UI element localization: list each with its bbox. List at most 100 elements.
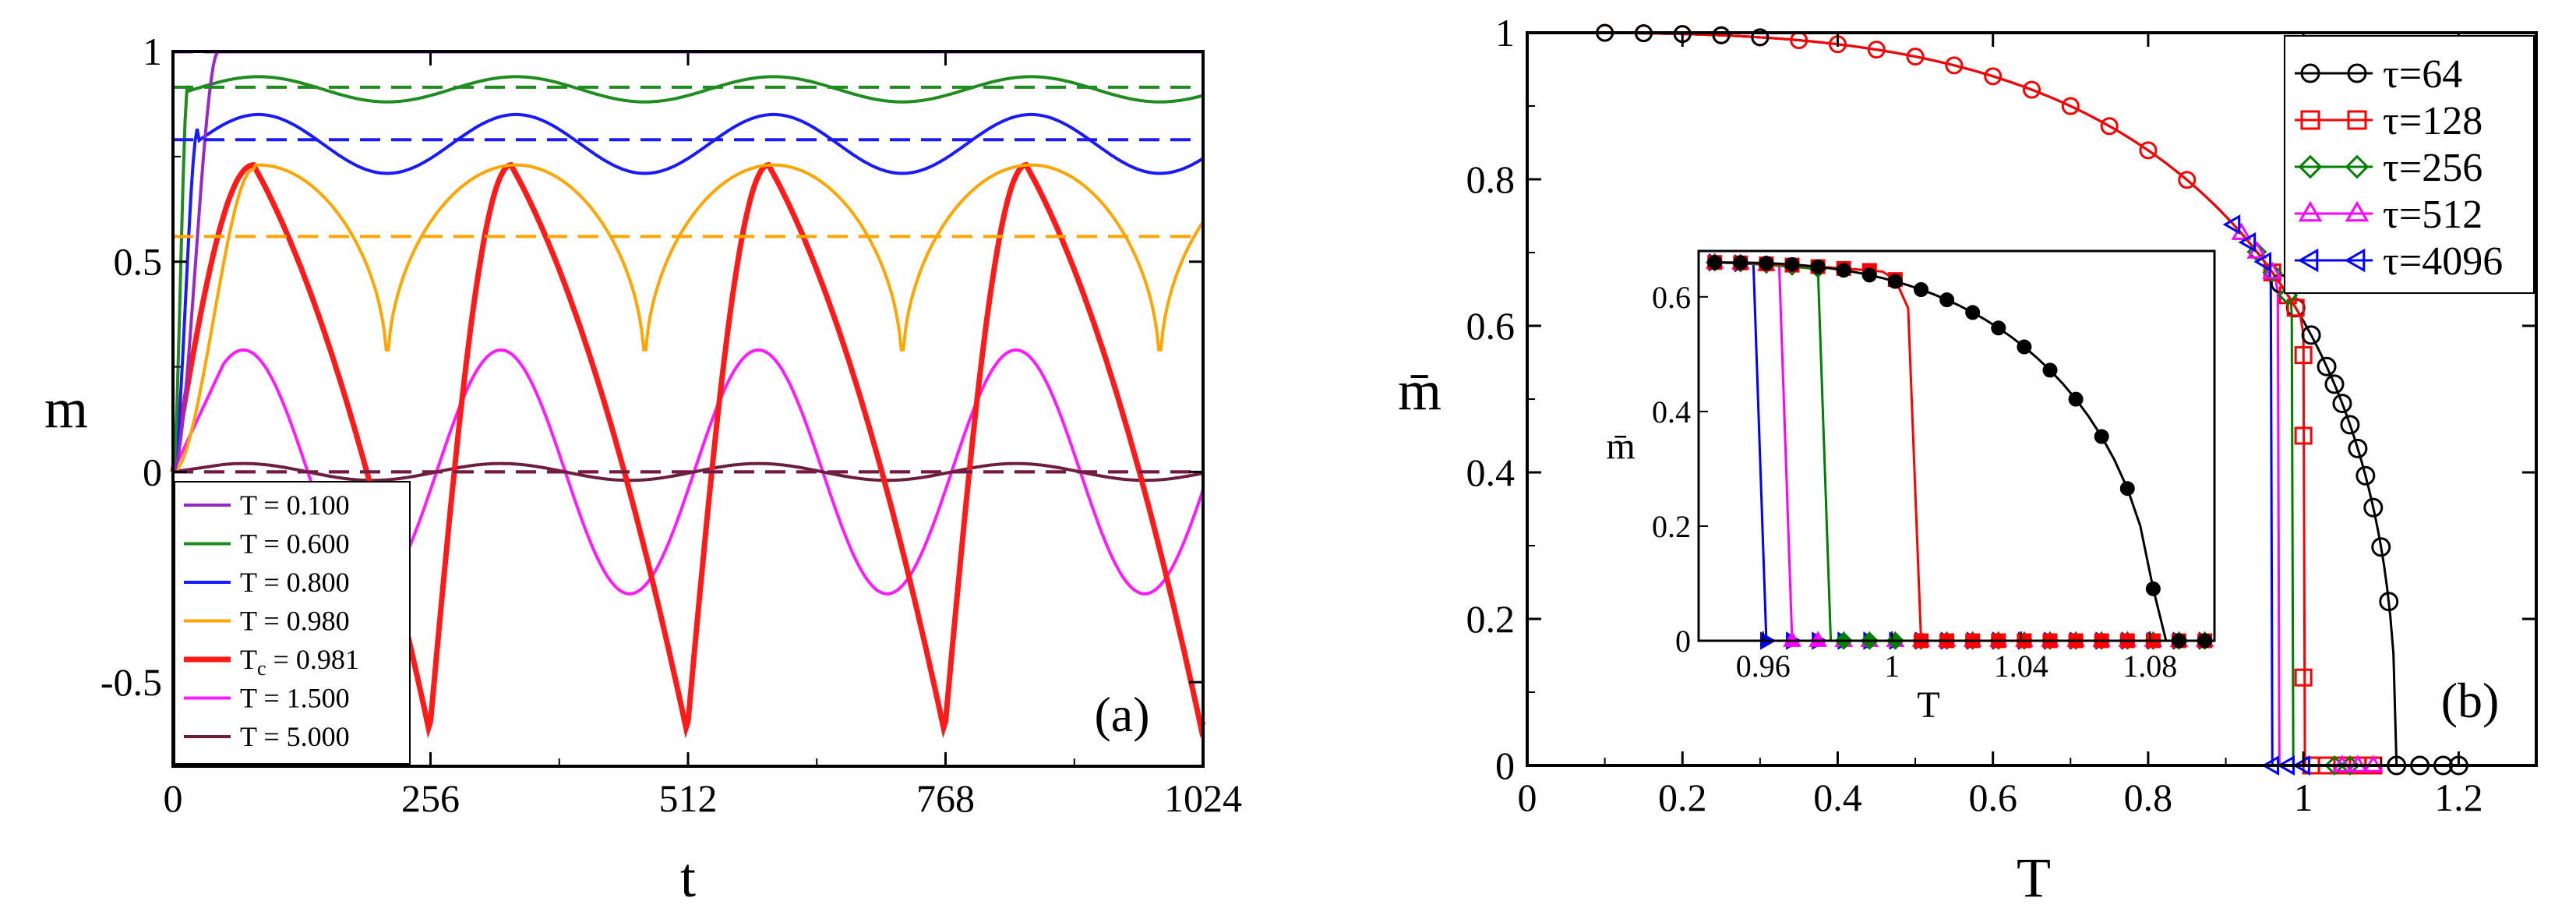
- panel-b-x-tick-label: 0.2: [1658, 776, 1707, 819]
- panel-b-x-axis-title: T: [2017, 847, 2051, 905]
- inset-point-64: [1836, 263, 1851, 278]
- panel-b-point-tau-64: [1712, 26, 1731, 44]
- legend-label-subscript: c: [257, 657, 266, 680]
- panel-b-x-tick-label: 0.6: [1968, 776, 2017, 819]
- inset-x-tick-label: 1.04: [1994, 649, 2048, 684]
- panel-b-inset: 0.96 1 1.04 1.08 0 0.2 0.4 0.6 T m̄: [1606, 249, 2216, 726]
- panel-b-legend-frame: [2284, 35, 2535, 294]
- legend-b-marker-4096: [2297, 248, 2319, 273]
- panel-b-point-tau-256: [2262, 262, 2283, 283]
- panel-b: 0 0.2 0.4 0.6 0.8 1 1.2 0 0.2 0.4 0.6 0.8 1 T m̄ (b)…: [1398, 11, 2538, 905]
- panel-b-point-tau-128: [2294, 426, 2313, 445]
- inset-point-64: [1733, 255, 1749, 270]
- panel-b-point-tau-64: [2371, 537, 2391, 557]
- panel-a-y-tick-label: 1: [143, 30, 162, 73]
- panel-a-x-axis-title: t: [680, 847, 696, 905]
- panel-a-x-tick-label: 0: [164, 776, 183, 820]
- panel-b-point-tau-128: [1945, 56, 1964, 75]
- legend-label-t-5-000: T = 5.000: [240, 721, 350, 752]
- panel-b-label: (b): [2441, 673, 2500, 728]
- panel-b-point-tau-64: [2340, 415, 2360, 435]
- inset-point-64: [2017, 339, 2032, 355]
- series-line-t-c-0-981: [170, 161, 1206, 739]
- panel-b-point-tau-512: [2262, 261, 2283, 280]
- inset-x-tick-label: 1.08: [2123, 649, 2177, 684]
- inset-point-64: [1991, 320, 2006, 336]
- inset-point-64: [2145, 581, 2161, 596]
- legend-label-t-0-800: T = 0.800: [240, 567, 350, 598]
- panel-a-legend-frame: [174, 481, 411, 765]
- panel-b-point-tau-64: [2301, 325, 2321, 345]
- legend-b-marker-128: [2300, 110, 2320, 130]
- inset-point-64: [1861, 267, 1877, 283]
- panel-b-point-tau-64: [2363, 497, 2384, 518]
- legend-label-t-1-500: T = 1.500: [240, 683, 350, 714]
- panel-b-point-tau-64: [2317, 356, 2337, 376]
- panel-b-point-tau-128: [2286, 299, 2305, 317]
- legend-label-main: T: [240, 644, 257, 675]
- panel-a-x-tick-label: 512: [659, 776, 718, 820]
- legend-b-label-64: τ=64: [2383, 52, 2462, 97]
- panel-a-x-tick-label: 256: [401, 776, 460, 820]
- inset-point-64: [1965, 305, 1981, 320]
- panel-a-y-axis-title: m: [44, 377, 88, 440]
- panel-a: 0 256 512 768 1024 -0.5 0 0.5 1 t m (a) T = 0.10…: [44, 30, 1242, 905]
- inset-ticks: 0.96 1 1.04 1.08 0 0.2 0.4 0.6: [1652, 280, 2177, 684]
- panel-b-point-tau-64: [2355, 465, 2376, 486]
- panel-b-x-tick-label: 1: [2294, 776, 2313, 819]
- panel-b-point-tau-4096: [2238, 232, 2257, 253]
- panel-a-y-tick-label: 0.5: [114, 240, 163, 284]
- panel-b-x-tick-label: 0: [1518, 776, 1537, 819]
- panel-b-curves: [1596, 23, 2468, 776]
- legend-b-marker-256: [2345, 154, 2370, 179]
- panel-b-point-tau-64: [1751, 28, 1770, 47]
- legend-label-rest: = 0.981: [266, 644, 359, 675]
- inset-x-tick-label: 0.96: [1736, 649, 1791, 684]
- panel-b-point-tau-64: [2379, 592, 2399, 612]
- panel-b-point-tau-128: [1906, 48, 1925, 66]
- panel-b-point-tau-128: [1867, 41, 1886, 59]
- inset-y-tick-label: 0.2: [1652, 509, 1691, 544]
- panel-b-point-tau-64: [2348, 438, 2368, 458]
- inset-x-tick-label: 1: [1884, 649, 1900, 684]
- panel-a-y-tick-label: 0: [143, 450, 162, 493]
- inset-point-64: [2068, 391, 2084, 407]
- panel-b-ticks: 0 0.2 0.4 0.6 0.8 1 1.2 0 0.2 0.4 0.6 0.8 1: [1466, 11, 2537, 819]
- panel-b-y-axis-title: m̄: [1398, 359, 1442, 422]
- panel-b-point-tau-4096: [2222, 214, 2241, 235]
- panel-a-x-tick-label: 768: [916, 776, 975, 820]
- legend-b-marker-512: [2345, 200, 2370, 222]
- panel-b-inset-background: [1699, 251, 2214, 641]
- inset-point-64: [1939, 292, 1955, 308]
- panel-a-legend: T = 0.100 T = 0.600 T = 0.800 T = 0.980 Tc =…: [174, 481, 411, 765]
- legend-label-t-c-0-981: Tc = 0.981: [240, 644, 359, 680]
- inset-y-axis-title: m̄: [1606, 426, 1635, 467]
- legend-b-label-512: τ=512: [2383, 193, 2482, 237]
- panel-b-x-tick-label: 0.8: [2124, 776, 2173, 819]
- legend-label-t-0-980: T = 0.980: [240, 606, 350, 637]
- inset-y-tick-label: 0.6: [1652, 280, 1691, 315]
- panel-b-point-tau-128: [1984, 67, 2003, 86]
- legend-b-label-256: τ=256: [2383, 146, 2482, 190]
- series-line-t-0-980: [172, 163, 1205, 474]
- legend-label-t-0-600: T = 0.600: [240, 529, 350, 560]
- panel-b-inset-frame: [1697, 249, 2216, 642]
- series-line-t-0-600: [171, 75, 1204, 472]
- panel-b-point-tau-64: [2332, 394, 2352, 414]
- legend-b-label-128: τ=128: [2383, 99, 2482, 143]
- inset-point-512: [1808, 631, 1827, 647]
- inset-point-64: [1784, 256, 1800, 272]
- inset-y-tick-label: 0: [1675, 624, 1691, 659]
- panel-b-point-tau-128: [2139, 141, 2158, 160]
- legend-b-marker-64: [2300, 63, 2320, 83]
- panel-b-y-tick-label: 0.6: [1466, 304, 1516, 348]
- inset-point-64: [2119, 481, 2135, 497]
- panel-b-x-tick-label: 1.2: [2434, 776, 2483, 819]
- inset-point-64: [2042, 362, 2058, 378]
- inset-point-64: [2094, 429, 2109, 444]
- inset-y-tick-label: 0.4: [1652, 394, 1691, 430]
- panel-b-point-tau-128: [2294, 668, 2313, 687]
- panel-a-mean-lines: [173, 50, 1203, 474]
